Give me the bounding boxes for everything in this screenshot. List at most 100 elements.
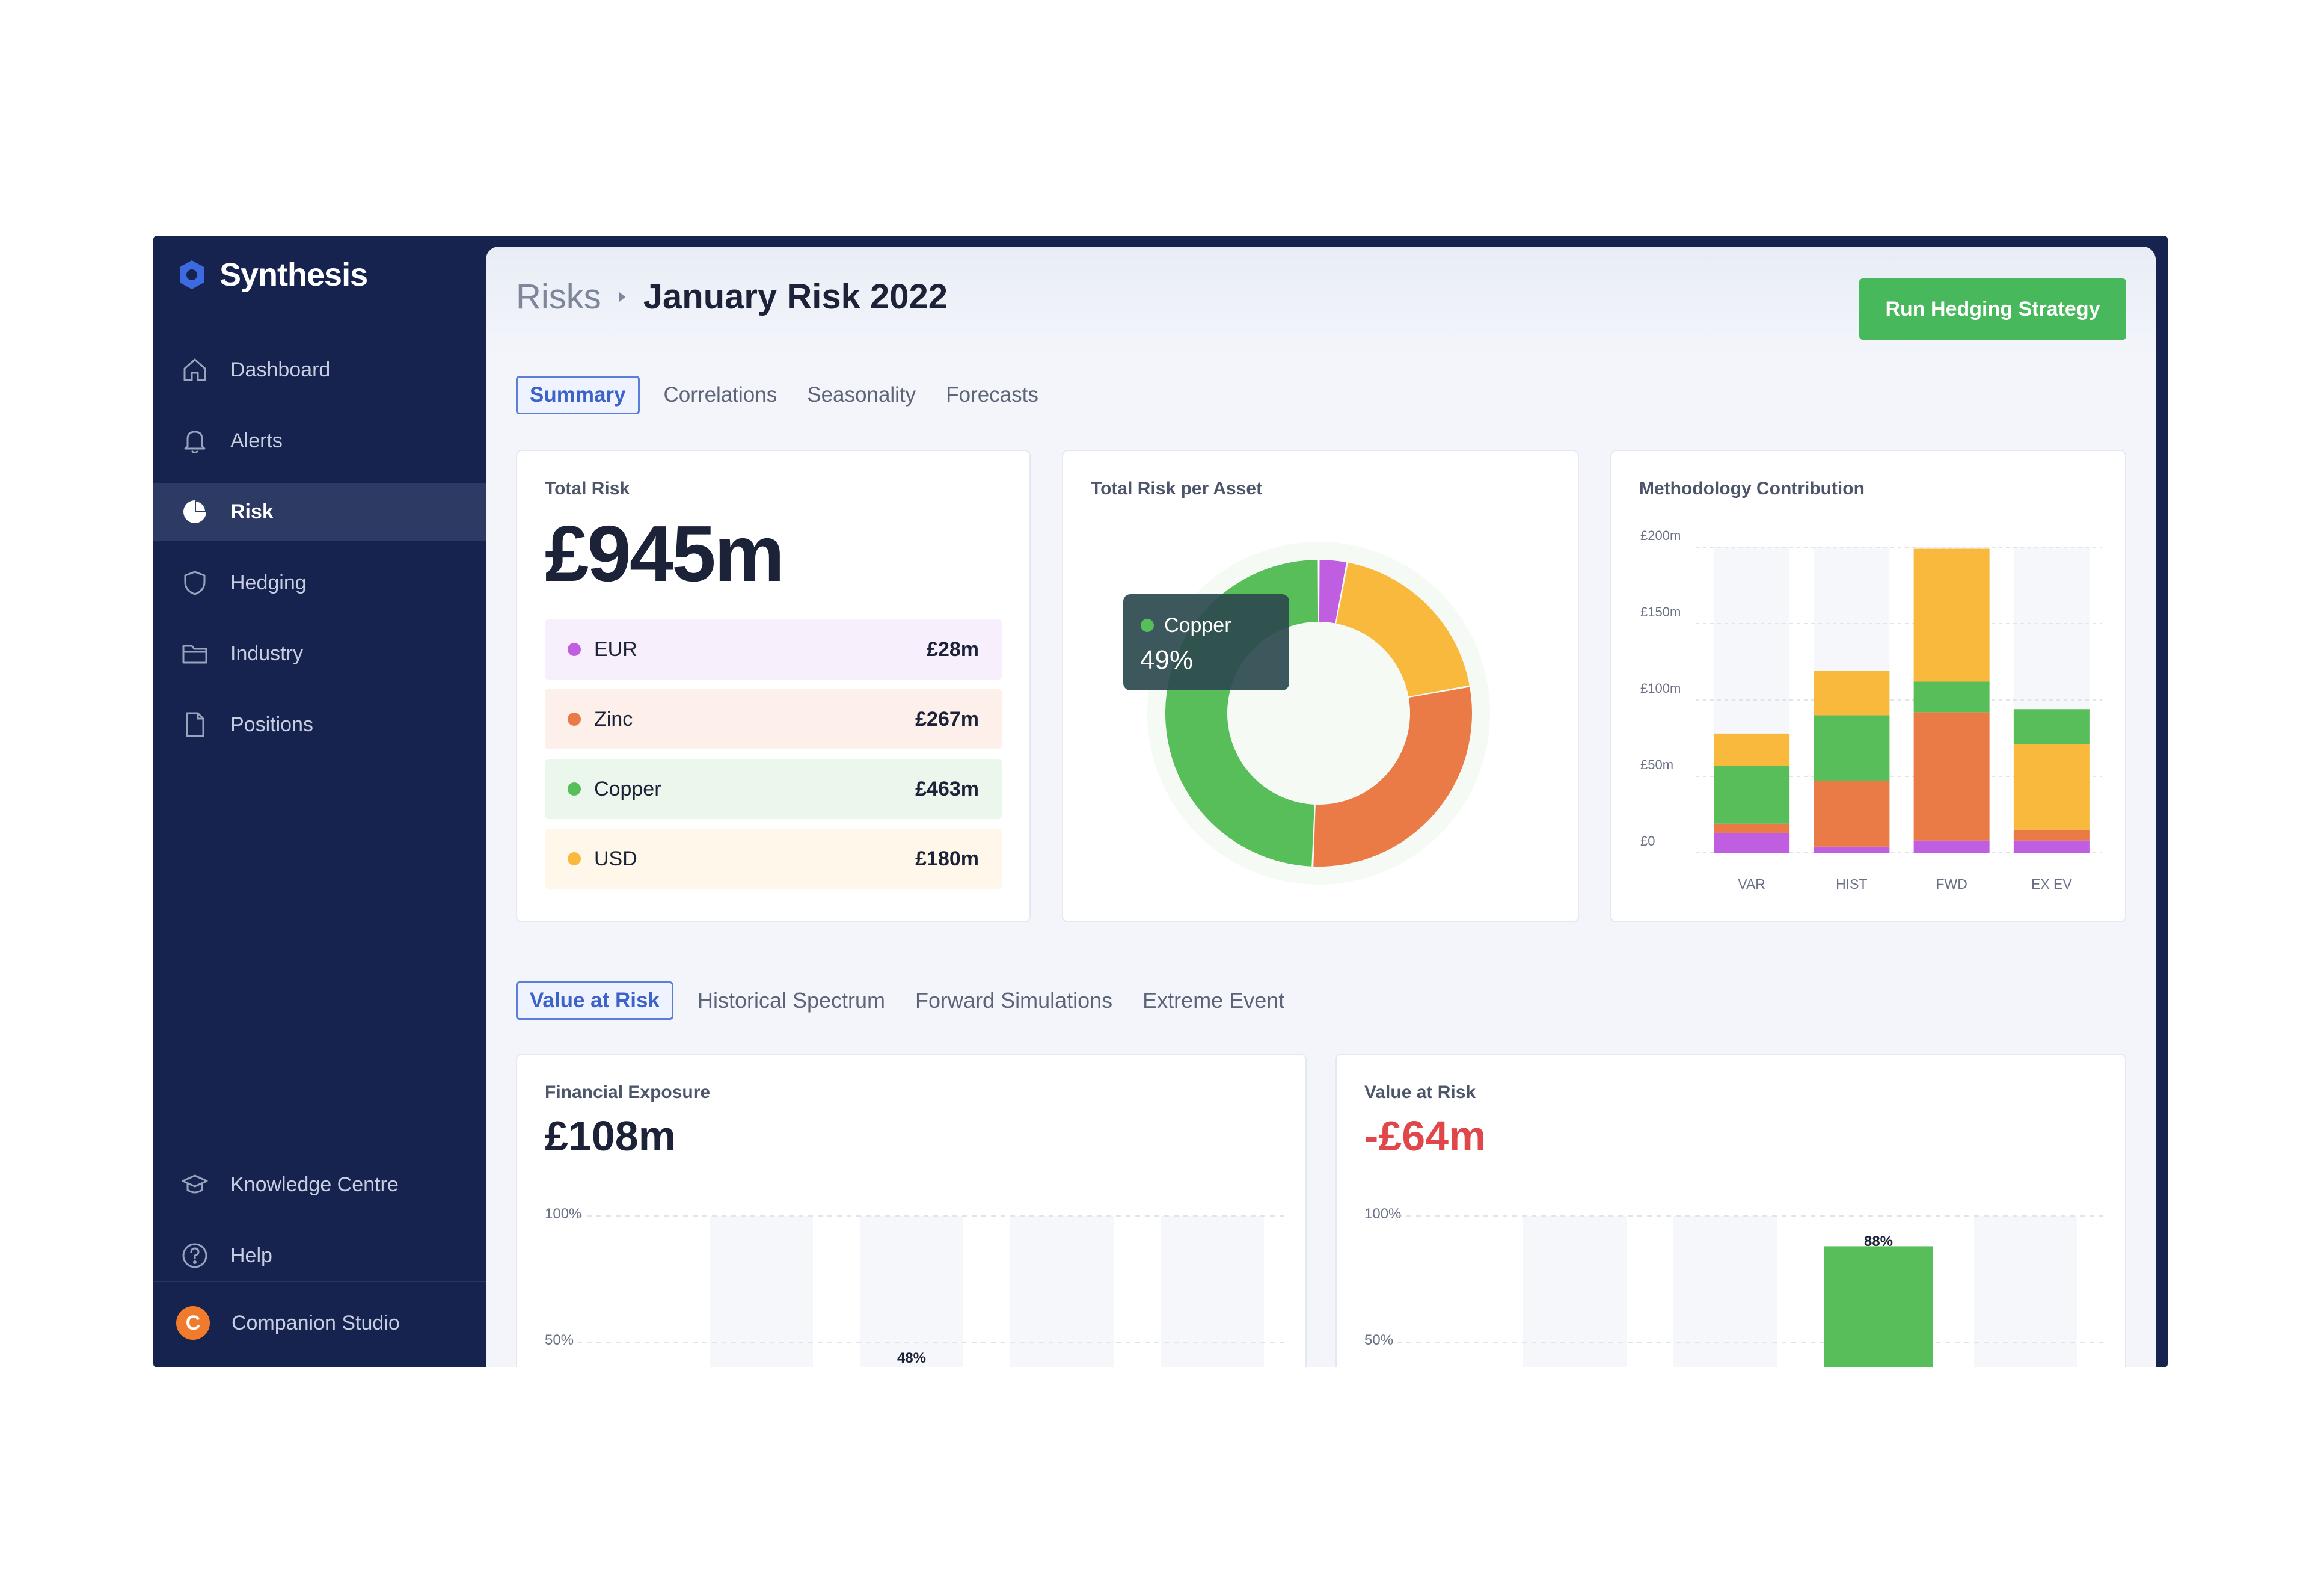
- bar-segment-var-3[interactable]: [1714, 733, 1790, 766]
- companion-studio[interactable]: C Companion Studio: [176, 1306, 400, 1340]
- sidebar-item-positions[interactable]: Positions: [153, 696, 486, 753]
- sidebar-item-label: Knowledge Centre: [230, 1173, 399, 1196]
- value-at-risk-value: -£64m: [1364, 1113, 1486, 1159]
- bar-segment-fwd-0[interactable]: [1913, 840, 1990, 853]
- bar-segment-hist-3[interactable]: [1814, 671, 1890, 716]
- x-tick-label: VAR: [1738, 876, 1765, 892]
- y-tick-label: £150m: [1640, 604, 1681, 619]
- tooltip-value: 49%: [1140, 645, 1193, 675]
- asset-row-zinc[interactable]: Zinc £267m: [545, 689, 1002, 749]
- sidebar-item-knowledge-centre[interactable]: Knowledge Centre: [153, 1156, 486, 1214]
- bar-segment-fwd-1[interactable]: [1913, 712, 1990, 841]
- bar-value-label: 48%: [897, 1350, 926, 1366]
- asset-value: £180m: [915, 847, 979, 870]
- studio-label: Companion Studio: [232, 1311, 400, 1334]
- tab-forward-simulations[interactable]: Forward Simulations: [915, 988, 1113, 1013]
- bar-segment-hist-0[interactable]: [1814, 846, 1890, 853]
- bar-segment-var-2[interactable]: [1714, 766, 1790, 824]
- total-risk-card: Total Risk £945m EUR £28m Zinc £267m Cop…: [516, 450, 1031, 922]
- asset-row-eur[interactable]: EUR £28m: [545, 619, 1002, 680]
- graduation-cap-icon: [182, 1174, 208, 1194]
- bar-segment-var-0[interactable]: [1714, 832, 1790, 853]
- sidebar-divider: [153, 1281, 486, 1282]
- run-hedging-strategy-button[interactable]: Run Hedging Strategy: [1859, 278, 2126, 340]
- breadcrumb-root[interactable]: Risks: [516, 277, 601, 316]
- sidebar-item-label: Positions: [230, 713, 313, 736]
- logo[interactable]: Synthesis: [176, 256, 368, 293]
- donut-slice-usd[interactable]: [1336, 562, 1470, 697]
- copper-dot-icon: [568, 782, 581, 796]
- asset-name: USD: [594, 847, 637, 870]
- bar-segment-ex-ev-4[interactable]: [2013, 709, 2090, 744]
- donut-slice-eur[interactable]: [1319, 560, 1347, 624]
- bar-segment-fwd-3[interactable]: [1913, 548, 1990, 682]
- tab-value-at-risk[interactable]: Value at Risk: [516, 981, 673, 1020]
- sidebar-item-label: Alerts: [230, 429, 283, 452]
- zinc-dot-icon: [568, 713, 581, 726]
- donut-slice-zinc[interactable]: [1313, 687, 1472, 867]
- value-at-risk-bar[interactable]: [1824, 1246, 1933, 1367]
- tooltip-dot-icon: [1141, 619, 1154, 632]
- bar-segment-ex-ev-3[interactable]: [2013, 744, 2090, 830]
- usd-dot-icon: [568, 852, 581, 865]
- x-tick-label: FWD: [1936, 876, 1967, 892]
- risk-per-asset-card: Total Risk per Asset Copper 49%: [1062, 450, 1579, 922]
- sidebar-item-hedging[interactable]: Hedging: [153, 554, 486, 612]
- total-risk-value: £945m: [545, 509, 785, 598]
- y-tick-label: £200m: [1640, 528, 1681, 543]
- card-title: Methodology Contribution: [1639, 479, 1865, 499]
- pie-chart-icon: [183, 500, 206, 523]
- sidebar-item-industry[interactable]: Industry: [153, 625, 486, 683]
- tab-seasonality[interactable]: Seasonality: [807, 383, 916, 407]
- tab-correlations[interactable]: Correlations: [663, 383, 777, 407]
- sidebar-item-label: Help: [230, 1244, 272, 1267]
- bar-segment-var-1[interactable]: [1714, 823, 1790, 833]
- eur-dot-icon: [568, 643, 581, 656]
- breadcrumb: Risks January Risk 2022: [516, 277, 948, 317]
- home-icon: [183, 358, 206, 381]
- main-content: Risks January Risk 2022 Run Hedging Stra…: [486, 247, 2156, 1367]
- bar-segment-ex-ev-0[interactable]: [2013, 840, 2090, 853]
- asset-row-usd[interactable]: USD £180m: [545, 829, 1002, 889]
- sidebar-item-label: Hedging: [230, 571, 307, 594]
- app-name: Synthesis: [219, 257, 368, 293]
- bar-segment-ex-ev-1[interactable]: [2013, 829, 2090, 841]
- axis-label: 100%: [1364, 1206, 1401, 1222]
- tab-forecasts[interactable]: Forecasts: [946, 383, 1038, 407]
- tooltip: [1123, 594, 1289, 690]
- tabs-top: Summary Correlations Seasonality Forecas…: [516, 376, 1063, 414]
- chevron-right-icon: [619, 292, 625, 302]
- methodology-bar-chart: £200m £150m £100m £50m £0 VAR HIST FWD EX EV: [1640, 528, 2102, 892]
- sidebar-nav: Dashboard Alerts Risk Hedging Industry P…: [153, 341, 486, 767]
- sidebar: Synthesis Dashboard Alerts Risk Hedging …: [153, 236, 486, 1367]
- y-tick-label: £100m: [1640, 681, 1681, 696]
- asset-name: Zinc: [594, 707, 633, 731]
- sidebar-item-label: Risk: [230, 500, 274, 523]
- asset-value: £463m: [915, 777, 979, 800]
- tab-historical-spectrum[interactable]: Historical Spectrum: [697, 988, 886, 1013]
- sidebar-item-alerts[interactable]: Alerts: [153, 412, 486, 470]
- sidebar-item-help[interactable]: Help: [153, 1227, 486, 1284]
- asset-row-copper[interactable]: Copper £463m: [545, 759, 1002, 819]
- sidebar-item-risk[interactable]: Risk: [153, 483, 486, 541]
- tab-summary[interactable]: Summary: [516, 376, 640, 414]
- bar-value-label: 88%: [1864, 1233, 1893, 1250]
- financial-exposure-chart: 100% 50% 48%: [545, 1206, 1284, 1367]
- tab-extreme-event[interactable]: Extreme Event: [1142, 988, 1285, 1013]
- bar-segment-hist-2[interactable]: [1814, 715, 1890, 781]
- document-icon: [186, 712, 204, 737]
- asset-value: £267m: [915, 707, 979, 731]
- methodology-card: Methodology Contribution £200m £150m £100m…: [1610, 450, 2126, 922]
- bar-segment-hist-1[interactable]: [1814, 781, 1890, 847]
- value-at-risk-card: Value at Risk -£64m 100% 50% 88%: [1335, 1054, 2126, 1367]
- sidebar-item-label: Industry: [230, 642, 303, 665]
- shield-icon: [184, 571, 206, 595]
- sidebar-item-dashboard[interactable]: Dashboard: [153, 341, 486, 399]
- card-title: Financial Exposure: [545, 1082, 711, 1102]
- bar-segment-fwd-2[interactable]: [1913, 681, 1990, 713]
- card-title: Total Risk: [545, 479, 630, 499]
- financial-exposure-card: Financial Exposure £108m 100% 50% 48%: [516, 1054, 1307, 1367]
- axis-label: 50%: [545, 1332, 574, 1348]
- app-window: Synthesis Dashboard Alerts Risk Hedging …: [153, 236, 2168, 1367]
- x-tick-label: HIST: [1836, 876, 1867, 892]
